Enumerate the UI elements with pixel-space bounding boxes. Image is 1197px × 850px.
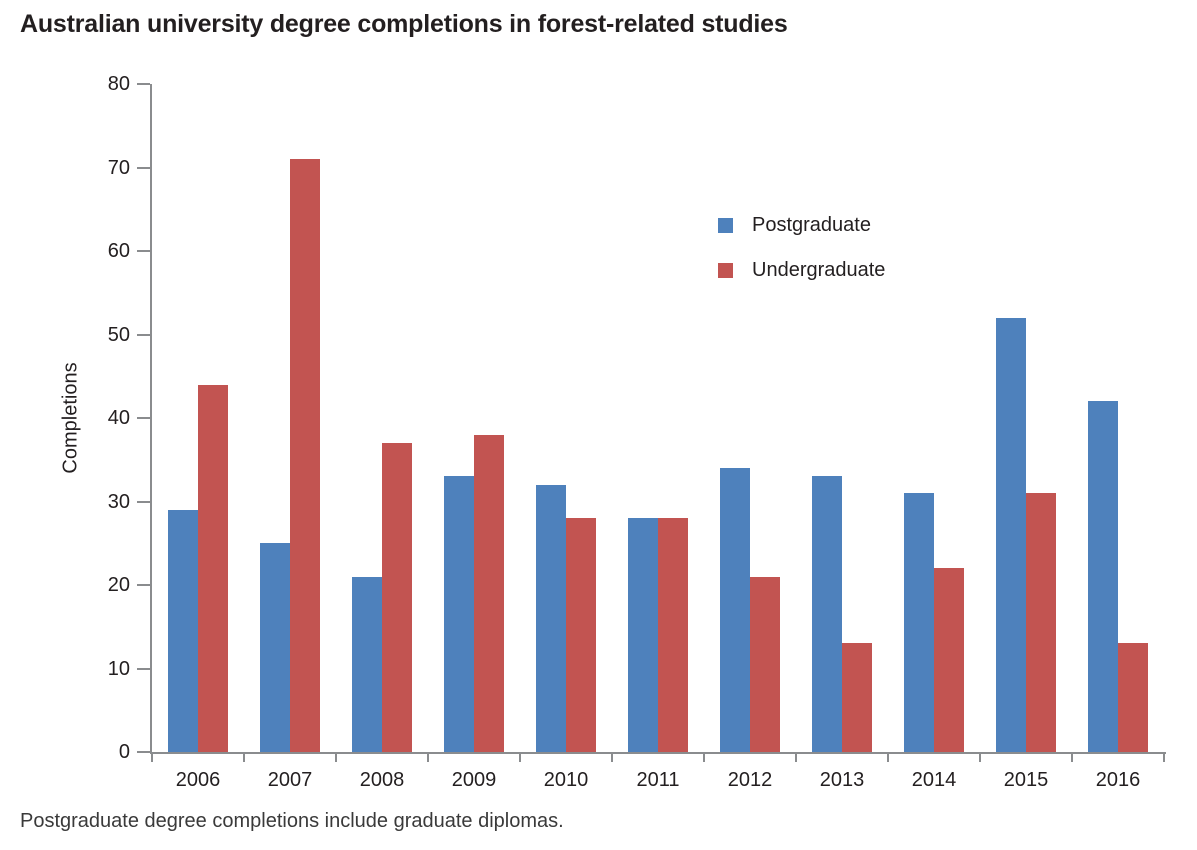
bar-postgraduate-2008 [352,577,382,752]
x-tick-5 [611,752,613,762]
y-tick-label-50: 50 [107,323,130,346]
undergraduate-swatch [718,263,733,278]
y-tick-label-80: 80 [107,73,130,95]
bar-undergraduate-2006 [198,385,228,752]
y-tick-label-30: 30 [107,490,130,513]
x-tick-11 [1163,752,1165,762]
y-tick-10 [137,667,150,670]
y-tick-0 [137,751,150,753]
bar-undergraduate-2007 [290,159,320,752]
y-tick-label-40: 40 [107,407,130,429]
y-tick-30 [137,500,150,503]
x-tick-9 [979,752,981,762]
bar-undergraduate-2011 [658,518,688,752]
x-tick-label-2016: 2016 [1095,769,1141,791]
x-tick-label-2009: 2009 [451,769,497,791]
y-tick-60 [137,250,150,252]
legend-label-undergraduate: Undergraduate [752,259,886,281]
x-tick-7 [795,752,797,762]
bar-undergraduate-2016 [1118,643,1148,752]
plot-area: Completions 0 10 20 30 40 50 60 70 80 2006 2007 20… [60,73,1166,791]
bar-postgraduate-2014 [904,493,934,752]
x-tick-6 [703,752,705,762]
footnote: Postgraduate degree completions include … [20,810,564,832]
y-tick-label-10: 10 [107,657,130,680]
bar-undergraduate-2008 [382,443,412,752]
x-tick-label-2011: 2011 [636,769,680,791]
y-tick-50 [137,333,150,336]
bar-postgraduate-2006 [168,510,198,752]
x-tick-1 [243,752,245,762]
x-tick-label-2010: 2010 [543,769,589,791]
x-tick-label-2006: 2006 [175,769,221,791]
bar-postgraduate-2015 [996,318,1026,752]
x-tick-2 [335,752,337,762]
chart-title: Australian university degree completions… [20,10,788,38]
y-tick-label-20: 20 [107,574,130,596]
bar-postgraduate-2010 [536,485,566,752]
bar-postgraduate-2016 [1088,401,1118,752]
y-tick-label-70: 70 [107,156,130,179]
bar-undergraduate-2012 [750,577,780,752]
bar-undergraduate-2013 [842,643,872,752]
bar-postgraduate-2012 [720,468,750,752]
y-axis-line [150,84,152,754]
y-tick-40 [137,417,150,419]
x-tick-3 [427,752,429,762]
x-axis-line [150,752,1166,754]
postgraduate-swatch [718,218,733,233]
y-tick-20 [137,584,150,586]
x-tick-10 [1071,752,1073,762]
bar-undergraduate-2009 [474,435,504,752]
bar-postgraduate-2013 [812,476,842,752]
x-tick-label-2014: 2014 [911,769,957,791]
x-tick-label-2012: 2012 [727,769,773,791]
y-tick-label-60: 60 [107,240,130,262]
bar-postgraduate-2009 [444,476,474,752]
x-tick-label-2008: 2008 [359,769,405,791]
legend-item-postgraduate: Postgraduate [718,214,885,237]
legend: Postgraduate Undergraduate [718,214,885,282]
y-tick-80 [137,83,150,85]
y-tick-label-0: 0 [118,741,130,763]
bar-undergraduate-2010 [566,518,596,752]
legend-item-undergraduate: Undergraduate [718,259,885,282]
y-tick-70 [137,166,150,169]
bar-postgraduate-2007 [260,543,290,752]
bar-postgraduate-2011 [628,518,658,752]
bar-undergraduate-2014 [934,568,964,752]
x-tick-label-2015: 2015 [1003,769,1049,791]
x-tick-8 [887,752,889,762]
x-tick-label-2013: 2013 [819,769,865,791]
x-tick-4 [519,752,521,762]
x-tick-label-2007: 2007 [267,769,313,791]
bar-undergraduate-2015 [1026,493,1056,752]
x-tick-0 [151,752,153,762]
legend-label-postgraduate: Postgraduate [752,214,871,236]
